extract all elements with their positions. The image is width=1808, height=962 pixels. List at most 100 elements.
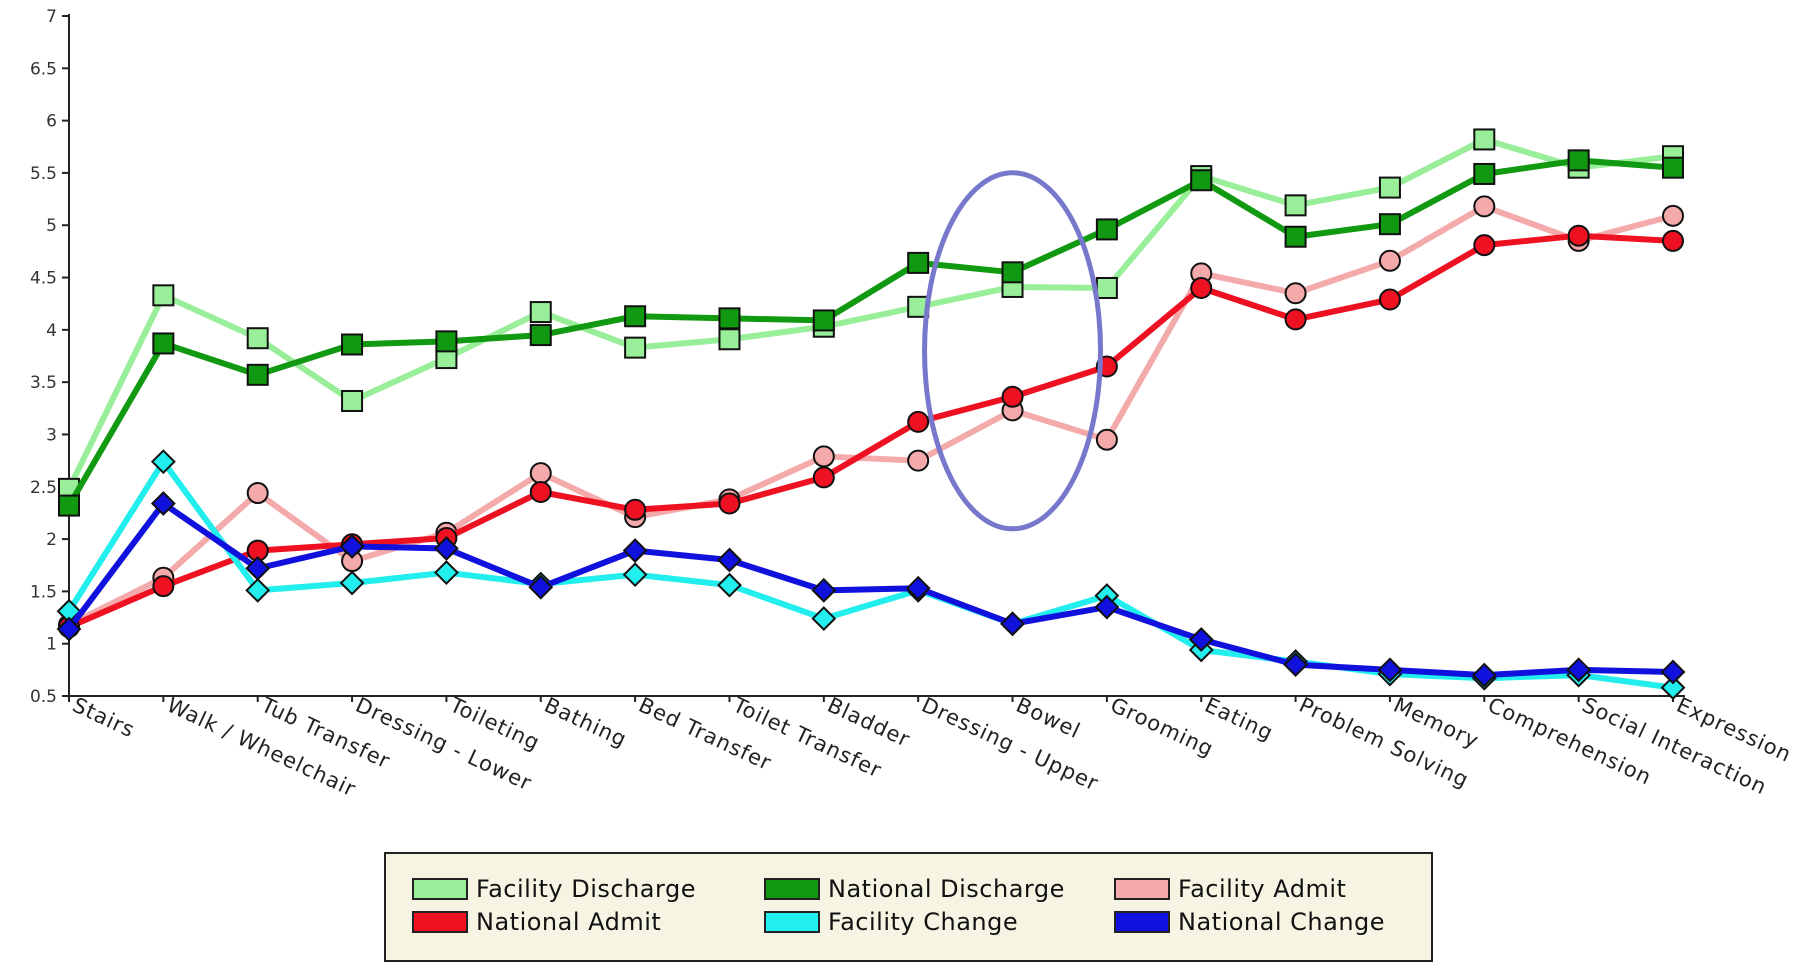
data-point [812, 309, 835, 332]
data-point [1473, 234, 1496, 257]
y-tick-label: 6.5 [30, 59, 57, 79]
legend-swatch [764, 878, 820, 900]
data-point [718, 307, 741, 330]
category-label: Bathing [541, 693, 631, 752]
data-point [1190, 169, 1213, 192]
data-point [435, 330, 458, 353]
y-tick-label: 0.5 [30, 687, 57, 707]
legend-item: National Change [1114, 907, 1385, 937]
series-layer [56, 128, 1686, 701]
data-point [1473, 128, 1496, 151]
data-point [246, 327, 269, 350]
data-point [811, 606, 837, 631]
data-point [1378, 213, 1401, 236]
legend-swatch [764, 911, 820, 933]
data-point [1377, 657, 1403, 683]
data-point [718, 492, 741, 515]
data-point [1378, 288, 1401, 311]
category-label: Grooming [1107, 693, 1218, 762]
data-point [1471, 662, 1497, 688]
y-tick-label: 3 [46, 425, 57, 445]
data-point [1473, 195, 1496, 218]
legend-item: Facility Discharge [412, 874, 696, 904]
data-point [1473, 162, 1496, 185]
series-national-discharge [58, 149, 1684, 517]
data-point [1188, 627, 1214, 652]
data-point [1378, 249, 1401, 272]
legend-swatch [1114, 878, 1170, 900]
legend-swatch [1114, 911, 1170, 933]
y-tick-label: 1 [46, 635, 57, 655]
category-label: Problem Solving [1295, 693, 1472, 793]
category-label: Bowel [1012, 693, 1084, 744]
data-point [152, 284, 175, 307]
data-point [624, 336, 647, 359]
data-point [1284, 194, 1307, 217]
legend-label: Facility Discharge [476, 875, 696, 903]
data-point [1001, 385, 1024, 408]
legend-label: Facility Admit [1178, 875, 1347, 903]
series-facility-discharge [58, 128, 1684, 500]
legend-swatch [412, 878, 468, 900]
category-label: Comprehension [1484, 693, 1655, 790]
data-point [150, 491, 176, 516]
data-point [1662, 229, 1684, 252]
series-national-change [56, 491, 1686, 688]
data-point [529, 301, 552, 324]
data-point [624, 305, 647, 328]
data-point [1567, 149, 1590, 172]
legend-item: Facility Admit [1114, 874, 1346, 904]
category-label: Stairs [69, 693, 139, 743]
legend-item: National Discharge [764, 874, 1065, 904]
data-point [245, 555, 271, 581]
data-point [1284, 282, 1307, 305]
legend-label: National Admit [476, 908, 662, 936]
data-point [717, 547, 742, 573]
series-line [66, 136, 1674, 491]
data-point [150, 449, 176, 475]
data-point [1095, 428, 1118, 451]
category-label: Dressing - Upper [918, 693, 1102, 796]
data-point [624, 498, 647, 521]
data-point [341, 389, 364, 412]
data-point [1660, 659, 1686, 685]
data-point [529, 481, 552, 503]
data-point [905, 575, 931, 601]
data-point [433, 560, 459, 585]
data-point [152, 332, 175, 355]
data-point [339, 570, 365, 596]
data-point [907, 449, 930, 472]
legend-item: National Admit [412, 907, 661, 937]
legend-swatch [412, 911, 468, 933]
data-point [1566, 657, 1592, 683]
data-point [1567, 224, 1590, 247]
highlight-layer [922, 170, 1104, 532]
data-point [1662, 156, 1684, 179]
y-tick-label: 2.5 [30, 478, 57, 498]
data-point [245, 577, 271, 603]
data-point [717, 572, 742, 598]
data-point [58, 494, 80, 517]
data-point [811, 577, 837, 603]
data-point [1094, 594, 1120, 620]
data-point [528, 574, 554, 600]
series-line [67, 203, 1674, 628]
data-point [1662, 204, 1684, 227]
data-point [1000, 611, 1025, 637]
y-tick-label: 5.5 [30, 164, 57, 184]
data-point [246, 482, 269, 505]
data-point [1095, 218, 1118, 241]
data-point [1095, 277, 1118, 299]
data-point [1190, 277, 1213, 299]
legend-label: National Discharge [828, 875, 1065, 903]
data-point [529, 462, 552, 485]
data-point [718, 328, 741, 351]
data-point [1283, 652, 1309, 678]
data-point [1378, 176, 1401, 199]
data-point [1001, 261, 1024, 284]
data-point [1284, 308, 1307, 331]
series-line [66, 500, 1674, 679]
y-tick-label: 3.5 [30, 373, 57, 393]
y-tick-label: 2 [46, 530, 57, 550]
